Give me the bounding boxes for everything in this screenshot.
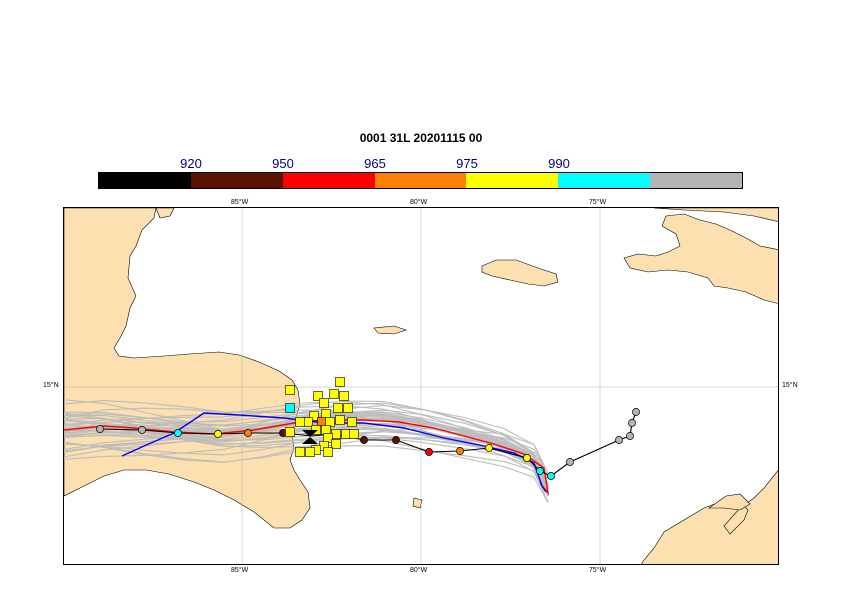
land-south-america	[640, 470, 778, 564]
lon-label-top-85w: 85°W	[231, 199, 249, 206]
genesis-marker	[285, 385, 295, 395]
colorbar-segment-1	[99, 173, 191, 188]
genesis-marker	[309, 411, 319, 421]
chart-title: 0001 31L 20201115 00	[359, 131, 483, 145]
lon-label-bottom-85w: 85°W	[231, 567, 249, 574]
genesis-marker	[323, 447, 333, 457]
mean-track-marker	[547, 472, 555, 480]
colorbar-label-990: 990	[548, 156, 570, 171]
lon-label-top-80w: 80°W	[410, 199, 428, 206]
mean-track-marker	[626, 432, 634, 440]
genesis-marker	[343, 403, 353, 413]
genesis-marker	[285, 403, 295, 413]
genesis-marker	[323, 433, 333, 443]
colorbar-label-950: 950	[272, 156, 294, 171]
colorbar-segment-3	[282, 173, 375, 188]
genesis-marker	[335, 415, 345, 425]
mean-track-marker	[536, 467, 544, 475]
genesis-marker	[335, 377, 345, 387]
colorbar-label-965: 965	[364, 156, 386, 171]
genesis-marker	[331, 429, 341, 439]
mean-track-marker	[214, 430, 222, 438]
mean-track-marker	[138, 426, 146, 434]
mean-track-marker	[425, 448, 433, 456]
genesis-marker	[321, 425, 331, 435]
land-cuba-fragment	[155, 208, 175, 219]
landmasses	[64, 208, 778, 564]
genesis-marker	[339, 391, 349, 401]
mean-track-marker	[628, 419, 636, 427]
mean-track-marker	[566, 458, 574, 466]
genesis-marker	[349, 429, 359, 439]
lat-label-left-15n: 15°N	[43, 382, 59, 389]
mean-track-marker	[632, 408, 640, 416]
land-cuba-east	[653, 208, 778, 222]
mean-track-marker	[174, 429, 182, 437]
land-yucatan-central-america	[64, 208, 311, 529]
genesis-marker	[317, 417, 327, 427]
genesis-marker	[325, 417, 335, 427]
analysis-position-hourglass	[302, 430, 318, 444]
lat-label-right-15n: 15°N	[782, 382, 798, 389]
genesis-marker	[303, 417, 313, 427]
genesis-marker	[341, 429, 351, 439]
land-hispaniola	[623, 213, 778, 304]
colorbar-segment-6	[558, 173, 651, 188]
land-island-roatan	[373, 325, 407, 335]
mean-track-marker	[96, 425, 104, 433]
mean-track-marker	[456, 447, 464, 455]
genesis-marker	[321, 409, 331, 419]
colorbar-segment-7	[650, 173, 743, 188]
graticule	[64, 208, 778, 564]
pressure-colorbar	[98, 172, 743, 189]
genesis-marker	[333, 403, 343, 413]
colorbar-label-920: 920	[180, 156, 202, 171]
mean-track-marker	[615, 436, 623, 444]
genesis-marker	[331, 439, 341, 449]
colorbar-segment-4	[374, 173, 467, 188]
land-jamaica	[481, 259, 559, 287]
map-canvas	[64, 208, 778, 564]
genesis-marker	[319, 398, 329, 408]
genesis-marker	[305, 447, 315, 457]
genesis-marker	[295, 447, 305, 457]
genesis-marker	[313, 391, 323, 401]
mean-track-marker	[392, 436, 400, 444]
land-guajira	[708, 493, 751, 511]
colorbar-segment-5	[466, 173, 559, 188]
mean-track-marker	[244, 429, 252, 437]
genesis-marker	[285, 427, 295, 437]
lon-label-bottom-75w: 75°W	[589, 567, 607, 574]
colorbar-segment-2	[190, 173, 283, 188]
mean-track-marker	[523, 454, 531, 462]
lon-label-top-75w: 75°W	[589, 199, 607, 206]
ensemble-mean-markers	[96, 408, 640, 480]
genesis-marker	[347, 417, 357, 427]
genesis-marker	[295, 417, 305, 427]
colorbar-label-975: 975	[456, 156, 478, 171]
lon-label-bottom-80w: 80°W	[410, 567, 428, 574]
genesis-marker	[329, 389, 339, 399]
track-map	[63, 207, 779, 565]
genesis-position-markers	[285, 377, 359, 457]
land-island-small	[412, 497, 423, 509]
mean-track-marker	[360, 436, 368, 444]
mean-track-marker	[485, 444, 493, 452]
